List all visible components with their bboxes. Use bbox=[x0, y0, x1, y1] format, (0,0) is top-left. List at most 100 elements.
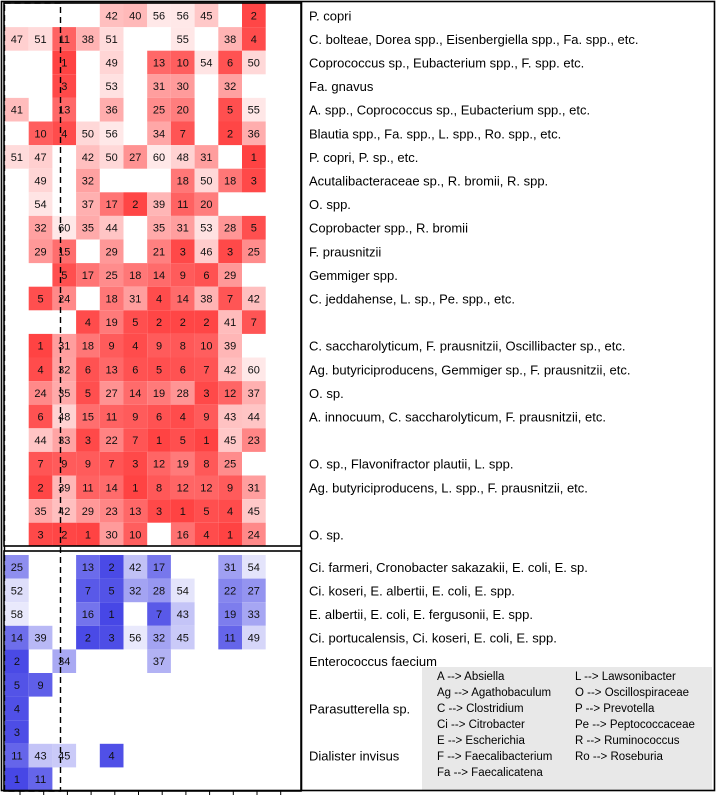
positive-cell-value: 55 bbox=[248, 105, 260, 117]
positive-row-label: O. sp., Flavonifractor plautii, L. spp. bbox=[309, 457, 513, 472]
negative-cell-value: 11 bbox=[35, 774, 46, 786]
positive-cell bbox=[242, 50, 266, 75]
positive-cell bbox=[194, 404, 219, 429]
positive-cell-value: 2 bbox=[156, 317, 162, 329]
positive-cell bbox=[218, 310, 242, 334]
negative-cell-value: 7 bbox=[156, 609, 162, 621]
positive-cell-value: 13 bbox=[153, 58, 165, 70]
positive-cell bbox=[170, 310, 195, 334]
positive-cell bbox=[147, 3, 171, 28]
positive-cell bbox=[76, 145, 100, 169]
negative-cell-value: 32 bbox=[129, 585, 141, 597]
negative-cell-value: 25 bbox=[11, 562, 23, 574]
negative-row-label: Parasutterella sp. bbox=[309, 701, 410, 716]
positive-cell bbox=[123, 286, 148, 311]
positive-cell-value: 60 bbox=[153, 152, 165, 164]
positive-cell-value: 27 bbox=[129, 152, 141, 164]
negative-cell-value: 13 bbox=[82, 562, 94, 574]
positive-cell-value: 4 bbox=[251, 34, 257, 46]
positive-cell-value: 24 bbox=[248, 530, 260, 542]
positive-row-label: Ag. butyriciproducens, Gemmiger sp., F. … bbox=[309, 362, 631, 377]
positive-cell bbox=[170, 27, 195, 51]
positive-cell-value: 6 bbox=[180, 364, 186, 376]
positive-cell bbox=[194, 239, 219, 264]
positive-cell-value: 10 bbox=[34, 128, 46, 140]
negative-cell bbox=[147, 625, 171, 650]
positive-cell bbox=[28, 522, 53, 547]
positive-cell-value: 5 bbox=[132, 317, 138, 329]
legend-entry: F --> Faecalibacterium bbox=[437, 751, 552, 763]
positive-cell-value: 6 bbox=[203, 270, 209, 282]
positive-cell bbox=[76, 215, 100, 240]
positive-cell bbox=[76, 121, 100, 146]
positive-cell bbox=[218, 239, 242, 264]
positive-cell-value: 39 bbox=[58, 482, 70, 494]
positive-cell bbox=[147, 451, 171, 476]
positive-cell-value: 29 bbox=[34, 246, 46, 258]
positive-cell bbox=[218, 428, 242, 452]
positive-cell bbox=[147, 333, 171, 358]
negative-cell bbox=[218, 602, 242, 626]
positive-cell-value: 1 bbox=[132, 482, 138, 494]
positive-cell bbox=[218, 168, 242, 193]
positive-cell bbox=[242, 168, 266, 193]
positive-cell bbox=[52, 475, 77, 500]
positive-cell-value: 20 bbox=[200, 199, 212, 211]
positive-cell bbox=[99, 310, 124, 334]
legend-entry: R --> Ruminococcus bbox=[575, 735, 680, 747]
positive-cell bbox=[99, 451, 124, 476]
positive-row-label: C. jeddahense, L. sp., Pe. spp., etc. bbox=[309, 292, 515, 307]
positive-cell-value: 1 bbox=[85, 530, 91, 542]
positive-cell bbox=[242, 404, 266, 429]
legend-entry: L --> Lawsonibacter bbox=[575, 671, 676, 683]
positive-cell bbox=[218, 451, 242, 476]
positive-cell-value: 1 bbox=[203, 435, 209, 447]
positive-cell bbox=[52, 499, 77, 523]
negative-cell bbox=[5, 649, 29, 673]
positive-cell bbox=[147, 74, 171, 98]
row-labels-group: P. copri C. bolteae, Dorea spp., Eisenber… bbox=[309, 8, 639, 763]
positive-cell bbox=[99, 3, 124, 28]
positive-row-label: A. innocuum, C. saccharolyticum, F. prau… bbox=[309, 410, 606, 425]
positive-row-label: Ag. butyriciproducens, L. spp., F. praus… bbox=[309, 480, 588, 495]
positive-cell bbox=[194, 499, 219, 523]
positive-cell-value: 19 bbox=[177, 459, 189, 471]
positive-cell-value: 1 bbox=[61, 58, 67, 70]
positive-cell bbox=[218, 27, 242, 51]
positive-cell bbox=[123, 357, 148, 382]
positive-cell-value: 1 bbox=[156, 435, 162, 447]
positive-cell bbox=[194, 522, 219, 547]
positive-cell bbox=[170, 74, 195, 98]
positive-cell-value: 28 bbox=[177, 388, 189, 400]
positive-cell-value: 11 bbox=[82, 482, 93, 494]
positive-cell-value: 6 bbox=[156, 412, 162, 424]
positive-cell-value: 18 bbox=[105, 294, 117, 306]
positive-cell-value: 9 bbox=[203, 412, 209, 424]
negative-cell-value: 9 bbox=[37, 680, 43, 692]
legend-entry: P --> Prevotella bbox=[575, 703, 655, 715]
positive-cell-value: 36 bbox=[248, 128, 260, 140]
positive-cell-value: 42 bbox=[82, 152, 94, 164]
positive-cell-value: 10 bbox=[129, 530, 141, 542]
positive-cell bbox=[52, 522, 77, 547]
positive-cell bbox=[28, 499, 53, 523]
positive-cell-value: 6 bbox=[227, 58, 233, 70]
positive-cell bbox=[99, 286, 124, 311]
positive-cell bbox=[52, 404, 77, 429]
positive-cell bbox=[194, 50, 219, 75]
positive-cell bbox=[99, 428, 124, 452]
negative-cell bbox=[242, 578, 266, 603]
positive-cell bbox=[242, 121, 266, 146]
positive-cell bbox=[242, 381, 266, 405]
positive-cell-value: 25 bbox=[153, 105, 165, 117]
positive-cell-value: 34 bbox=[153, 128, 165, 140]
negative-cell bbox=[52, 649, 77, 673]
positive-cell-value: 14 bbox=[129, 388, 141, 400]
positive-cell bbox=[218, 263, 242, 287]
legend-entry: C --> Clostridium bbox=[437, 703, 524, 715]
positive-cell-value: 42 bbox=[224, 364, 236, 376]
positive-row-label: P. copri, P. sp., etc. bbox=[309, 150, 418, 165]
positive-cell-value: 1 bbox=[37, 341, 43, 353]
